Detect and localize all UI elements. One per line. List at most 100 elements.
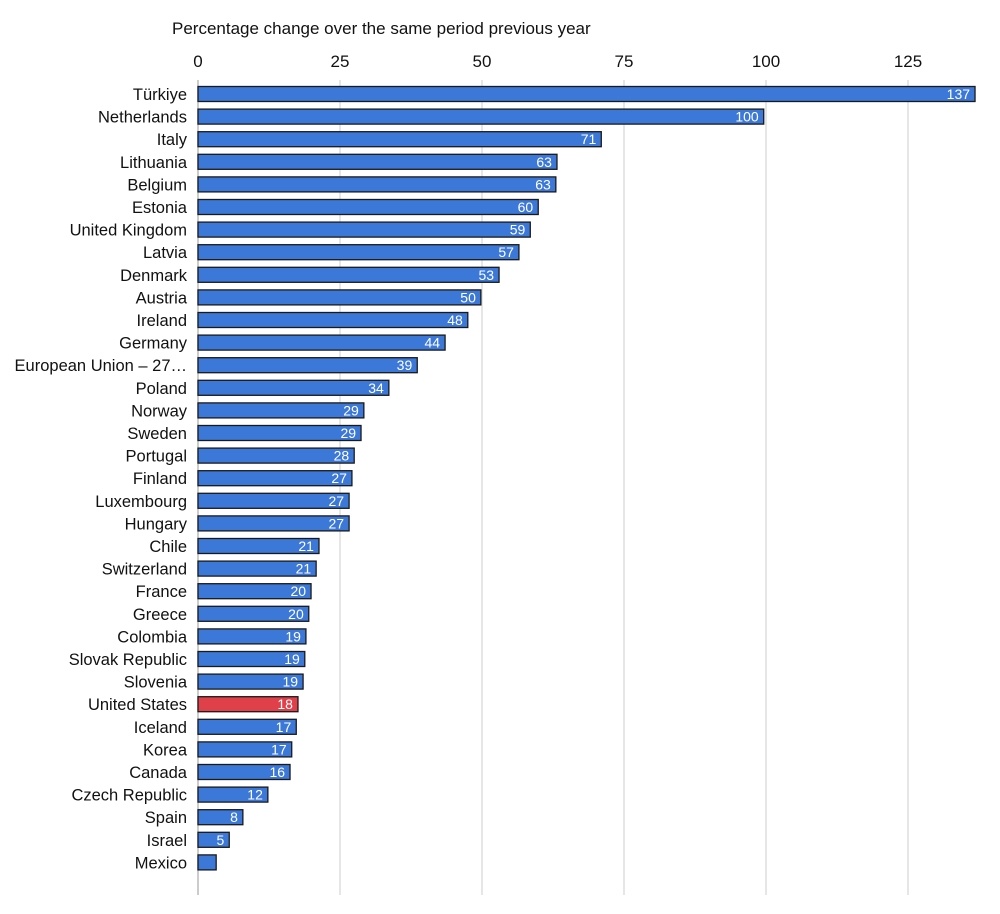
data-label: 39 [397,357,413,373]
bar [197,85,976,103]
tick-label: 50 [473,52,492,71]
data-label: 63 [535,176,551,192]
category-label: Latvia [143,244,188,262]
category-label: Canada [129,764,188,782]
category-label: Israel [147,832,187,850]
category-label: Netherlands [98,109,187,127]
category-label: Czech Republic [71,787,187,805]
category-label: Finland [133,470,187,488]
category-label: Italy [157,131,188,149]
data-label: 21 [296,561,312,577]
bar [197,741,293,758]
data-label: 60 [518,199,534,215]
data-label: 29 [343,402,359,418]
bar [197,131,602,148]
data-label: 18 [277,696,293,712]
category-label: Estonia [132,199,188,217]
bar [197,447,355,464]
bar [197,718,297,735]
category-label: Austria [136,289,188,307]
tick-label: 75 [615,52,634,71]
category-label: France [136,583,187,601]
category-label: Spain [145,809,187,827]
category-label: Germany [119,335,188,353]
data-label: 21 [298,538,314,554]
bar [197,628,307,645]
category-label: Slovenia [124,674,188,692]
data-label: 19 [284,651,300,667]
data-label: 19 [285,628,301,644]
data-label: 19 [283,674,299,690]
bar [197,673,304,690]
data-label: 53 [478,267,494,283]
tick-label: 0 [193,52,202,71]
category-label: United States [88,696,187,714]
bar [197,515,350,532]
data-label: 20 [288,606,304,622]
data-label: 57 [498,244,514,260]
data-label: 71 [581,131,597,147]
data-label: 50 [460,289,476,305]
data-label: 100 [735,109,759,125]
bar [197,583,312,600]
category-label: Denmark [120,267,188,285]
bar [197,176,557,193]
category-label: Belgium [127,176,187,194]
axis-title: Percentage change over the same period p… [172,19,591,38]
bar [197,424,362,442]
tick-label: 25 [331,52,350,71]
data-label: 27 [329,515,345,531]
category-label: Portugal [126,448,187,466]
data-label: 28 [334,448,350,464]
data-label: 20 [290,583,306,599]
bar [197,379,390,396]
bar [197,198,539,216]
category-label: Korea [143,741,188,759]
bar [197,492,350,509]
category-label: Ireland [137,312,187,330]
bar [197,153,558,170]
category-label: Mexico [135,854,187,872]
bar [197,334,446,351]
category-label: United Kingdom [70,222,187,240]
bar [197,786,269,803]
data-label: 8 [230,809,238,825]
bar [197,402,365,419]
category-label: Sweden [127,425,187,443]
bar [197,357,418,374]
bar [197,605,310,622]
category-label: Luxembourg [95,493,187,511]
data-label: 17 [276,719,292,735]
tick-label: 100 [752,52,780,71]
data-label: 44 [425,335,441,351]
data-label: 27 [331,470,347,486]
tick-label: 125 [894,52,922,71]
bar [197,696,299,713]
bar [197,470,353,487]
category-label: Switzerland [102,561,187,579]
data-label: 5 [216,832,224,848]
category-label: Poland [136,380,187,398]
category-label: Greece [133,606,187,624]
data-label: 63 [536,154,552,170]
bar [197,221,531,238]
bar [197,311,469,329]
bar [197,537,320,555]
data-label: 12 [247,787,263,803]
data-label: 34 [368,380,384,396]
bar [197,809,244,826]
bar [197,108,765,125]
category-label: Slovak Republic [69,651,187,669]
category-label: Norway [131,402,188,420]
data-label: 48 [447,312,463,328]
category-label: Iceland [134,719,187,737]
category-label: Lithuania [120,154,188,172]
data-label: 137 [947,86,971,102]
bar [197,650,306,668]
bar [197,560,317,577]
category-label: Hungary [125,515,188,533]
data-label: 27 [329,493,345,509]
category-label: Colombia [117,628,188,646]
bar [197,854,217,871]
